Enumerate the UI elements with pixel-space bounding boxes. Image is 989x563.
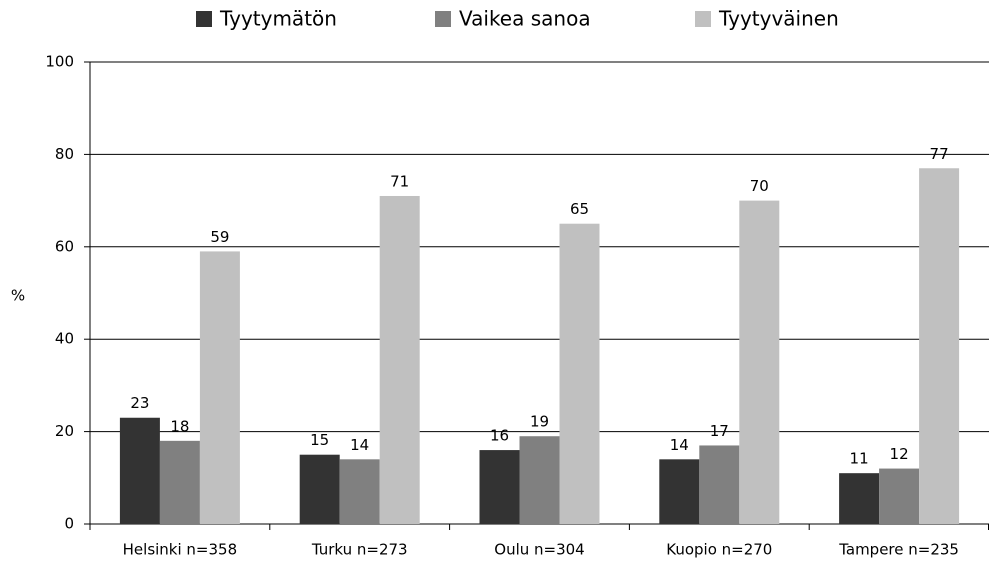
bar: [839, 473, 880, 524]
bar: [159, 440, 200, 524]
x-tick-label: Helsinki n=358: [123, 541, 238, 559]
bar: [739, 200, 780, 524]
bar: [479, 450, 520, 524]
bar: [559, 223, 600, 524]
y-tick-label: 60: [55, 237, 74, 255]
bar: [879, 468, 920, 524]
data-label: 17: [710, 422, 729, 440]
bar: [919, 168, 960, 524]
data-label: 71: [390, 172, 409, 190]
bar: [659, 459, 700, 524]
x-tick-label: Kuopio n=270: [666, 541, 772, 559]
legend-label: Tyytymätön: [219, 7, 337, 31]
data-label: 18: [170, 417, 189, 435]
y-axis-label: %: [11, 287, 25, 305]
data-label: 12: [890, 445, 909, 463]
y-tick-label: 20: [55, 422, 74, 440]
data-label: 19: [530, 413, 549, 431]
x-tick-label: Turku n=273: [311, 541, 408, 559]
data-label: 70: [750, 177, 769, 195]
data-label: 15: [310, 431, 329, 449]
bar: [699, 445, 740, 524]
y-tick-label: 40: [55, 330, 74, 348]
legend-swatch: [435, 11, 451, 27]
legend-label: Vaikea sanoa: [459, 7, 591, 31]
bar: [519, 436, 560, 524]
y-tick-label: 80: [55, 145, 74, 163]
bar: [119, 417, 160, 524]
bar: [199, 251, 240, 525]
x-tick-label: Tampere n=235: [838, 541, 959, 559]
y-tick-label: 0: [64, 515, 74, 533]
bar: [339, 459, 380, 524]
data-label: 16: [490, 427, 509, 445]
data-label: 65: [570, 200, 589, 218]
data-label: 59: [210, 228, 229, 246]
legend-swatch: [196, 11, 212, 27]
bar: [299, 454, 340, 524]
data-label: 11: [850, 450, 869, 468]
data-label: 14: [670, 436, 689, 454]
data-label: 14: [350, 436, 369, 454]
legend-swatch: [695, 11, 711, 27]
data-label: 23: [130, 394, 149, 412]
x-tick-label: Oulu n=304: [494, 541, 584, 559]
legend-label: Tyytyväinen: [718, 7, 839, 31]
data-label: 77: [930, 145, 949, 163]
y-tick-label: 100: [45, 53, 74, 71]
bar: [379, 195, 420, 525]
